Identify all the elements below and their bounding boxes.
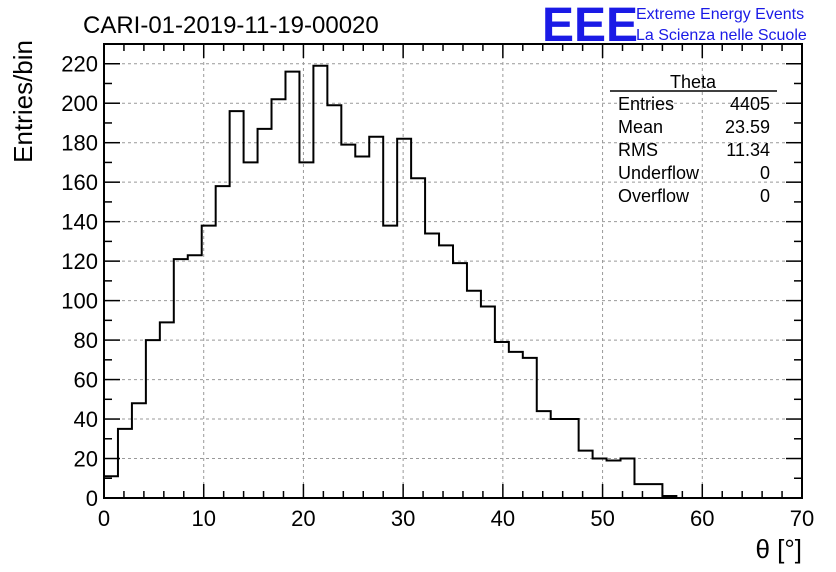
stats-value: 4405 <box>730 94 770 114</box>
y-tick-label: 120 <box>61 249 98 274</box>
x-tick-labels: 0 10 20 30 40 50 60 70 <box>98 506 814 531</box>
stats-value: 23.59 <box>725 117 770 137</box>
stats-label: RMS <box>618 140 658 160</box>
y-tick-label: 80 <box>74 328 98 353</box>
y-tick-label: 40 <box>74 407 98 432</box>
x-tick-label: 20 <box>291 506 315 531</box>
stats-value: 0 <box>760 186 770 206</box>
x-axis-label: θ [°] <box>755 534 802 564</box>
y-tick-label: 220 <box>61 52 98 77</box>
logo-line2: La Scienza nelle Scuole <box>636 27 807 44</box>
stats-box: Theta Entries 4405 Mean 23.59 RMS 11.34 Underf… <box>610 72 777 206</box>
histogram-outline <box>103 64 802 499</box>
axis-ticks <box>103 43 803 499</box>
stats-label: Entries <box>618 94 674 114</box>
y-tick-label: 140 <box>61 210 98 235</box>
x-tick-label: 0 <box>98 506 110 531</box>
stats-label: Overflow <box>618 186 690 206</box>
x-tick-label: 10 <box>191 506 215 531</box>
stats-value: 0 <box>760 163 770 183</box>
plot-frame <box>103 43 803 499</box>
y-tick-label: 20 <box>74 447 98 472</box>
x-tick-label: 50 <box>590 506 614 531</box>
y-axis-label: Entries/bin <box>8 40 38 163</box>
x-tick-label: 60 <box>690 506 714 531</box>
y-tick-label: 200 <box>61 91 98 116</box>
y-tick-labels: 0 20 40 60 80 100 120 140 160 180 200 220 <box>61 52 98 511</box>
eee-logo: EEE Extreme Energy Events La Scienza nel… <box>542 0 807 52</box>
chart-title: CARI-01-2019-11-19-00020 <box>83 12 379 39</box>
stats-label: Underflow <box>618 163 700 183</box>
y-tick-label: 100 <box>61 289 98 314</box>
stats-name: Theta <box>670 72 717 92</box>
y-tick-label: 0 <box>86 486 98 511</box>
logo-line1: Extreme Energy Events <box>636 6 804 23</box>
x-tick-label: 40 <box>491 506 515 531</box>
y-tick-label: 160 <box>61 170 98 195</box>
x-tick-label: 30 <box>391 506 415 531</box>
stats-rows: Entries 4405 Mean 23.59 RMS 11.34 Underflow 0 Ov… <box>618 94 770 206</box>
stats-label: Mean <box>618 117 663 137</box>
stats-value: 11.34 <box>726 140 770 160</box>
grid-lines <box>104 44 802 498</box>
y-tick-label: 60 <box>74 368 98 393</box>
y-tick-label: 180 <box>61 131 98 156</box>
x-tick-label: 70 <box>790 506 814 531</box>
